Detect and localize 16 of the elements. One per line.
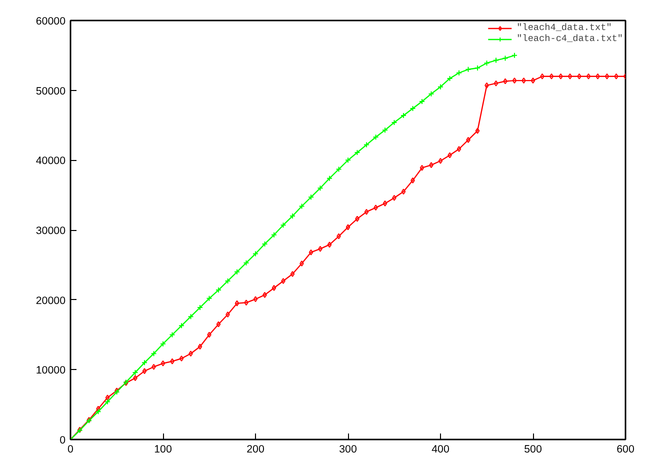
x-tick-label: 500: [524, 444, 542, 456]
y-tick-label: 40000: [36, 155, 66, 168]
y-tick-label: 20000: [36, 294, 66, 307]
x-tick-label: 200: [246, 444, 264, 456]
x-tick-label: 600: [616, 444, 634, 456]
legend-label: "leach4_data.txt": [516, 22, 612, 33]
x-tick-label: 100: [154, 444, 172, 456]
y-tick-label: 50000: [36, 85, 66, 98]
y-tick-label: 60000: [36, 16, 66, 28]
legend-label: "leach-c4_data.txt": [516, 33, 623, 44]
x-tick-label: 400: [432, 444, 450, 456]
y-tick-label: 30000: [36, 225, 66, 237]
y-tick-label: 0: [60, 434, 66, 446]
x-tick-label: 0: [68, 444, 74, 456]
y-tick-label: 10000: [36, 364, 66, 377]
x-tick-label: 300: [339, 444, 357, 456]
